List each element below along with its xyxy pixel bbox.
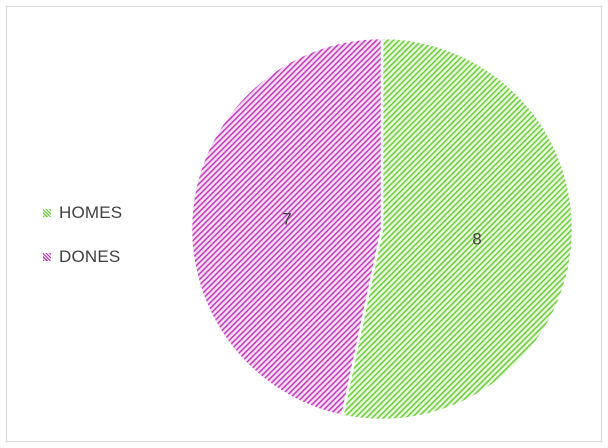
data-label-dones: 7 (282, 210, 291, 229)
pie-chart: 87 (189, 36, 575, 422)
legend: HOMES DONES (43, 201, 183, 289)
legend-item-dones: DONES (43, 245, 183, 269)
legend-label-homes: HOMES (59, 203, 123, 222)
data-label-homes: 8 (472, 230, 481, 249)
legend-swatch-dones (43, 253, 51, 261)
pie-slices (189, 36, 575, 422)
pie-slice-dones (189, 36, 384, 418)
legend-item-homes: HOMES (43, 201, 183, 225)
pie-data-labels: 87 (282, 210, 481, 249)
legend-swatch-homes (43, 209, 51, 217)
legend-label-dones: DONES (59, 247, 121, 266)
pie-slice-homes (340, 36, 575, 422)
